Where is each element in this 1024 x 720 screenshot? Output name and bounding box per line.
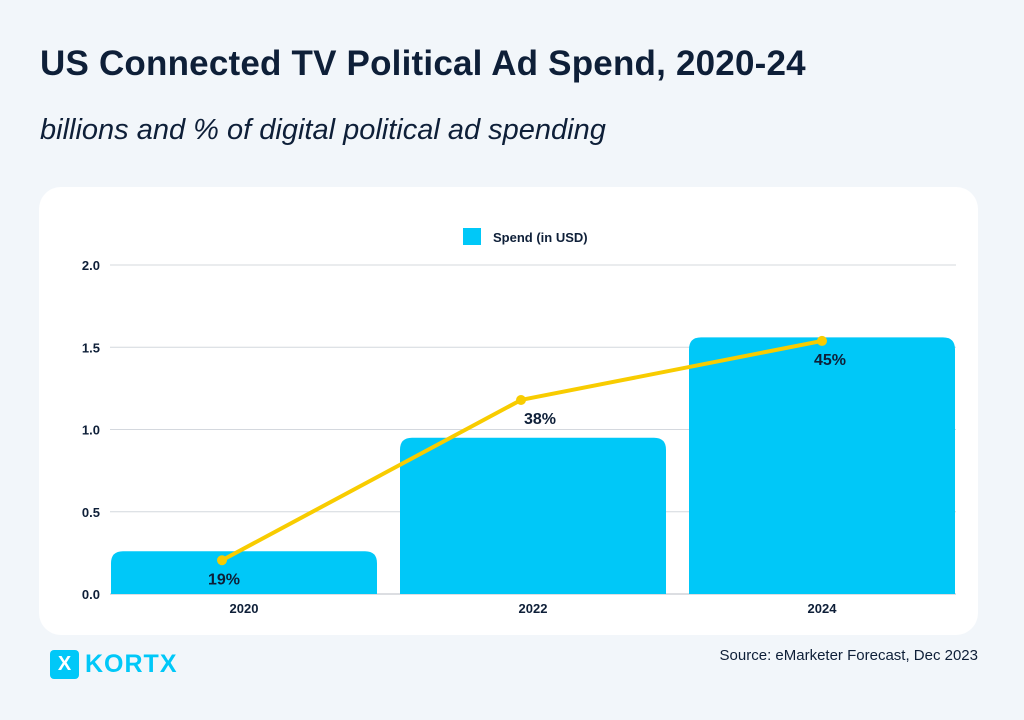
kortx-logo: X KORTX [50, 650, 178, 679]
chart-title: US Connected TV Political Ad Spend, 2020… [40, 44, 806, 83]
percent-label: 19% [208, 571, 240, 588]
y-tick-label: 0.5 [82, 505, 100, 520]
source-note: Source: eMarketer Forecast, Dec 2023 [719, 647, 978, 664]
percent-label: 38% [524, 411, 556, 428]
y-tick-label: 1.5 [82, 340, 100, 355]
percent-point [817, 335, 827, 346]
logo-text: KORTX [85, 650, 178, 678]
logo-x-icon: X [50, 650, 79, 679]
bar-2020 [111, 551, 377, 594]
bar-2024 [689, 337, 955, 594]
x-tick-label: 2022 [519, 601, 548, 616]
y-tick-label: 2.0 [82, 258, 100, 273]
bar-2022 [400, 437, 666, 594]
y-tick-label: 1.0 [82, 423, 100, 438]
chart-subtitle: billions and % of digital political ad s… [40, 114, 606, 146]
percent-point [217, 555, 227, 566]
percent-label: 45% [814, 352, 846, 369]
y-tick-label: 0.0 [82, 587, 100, 602]
x-tick-label: 2024 [808, 601, 838, 616]
x-tick-label: 2020 [230, 601, 259, 616]
legend-label: Spend (in USD) [493, 230, 588, 245]
legend-swatch [463, 228, 481, 245]
percent-point [516, 394, 526, 405]
